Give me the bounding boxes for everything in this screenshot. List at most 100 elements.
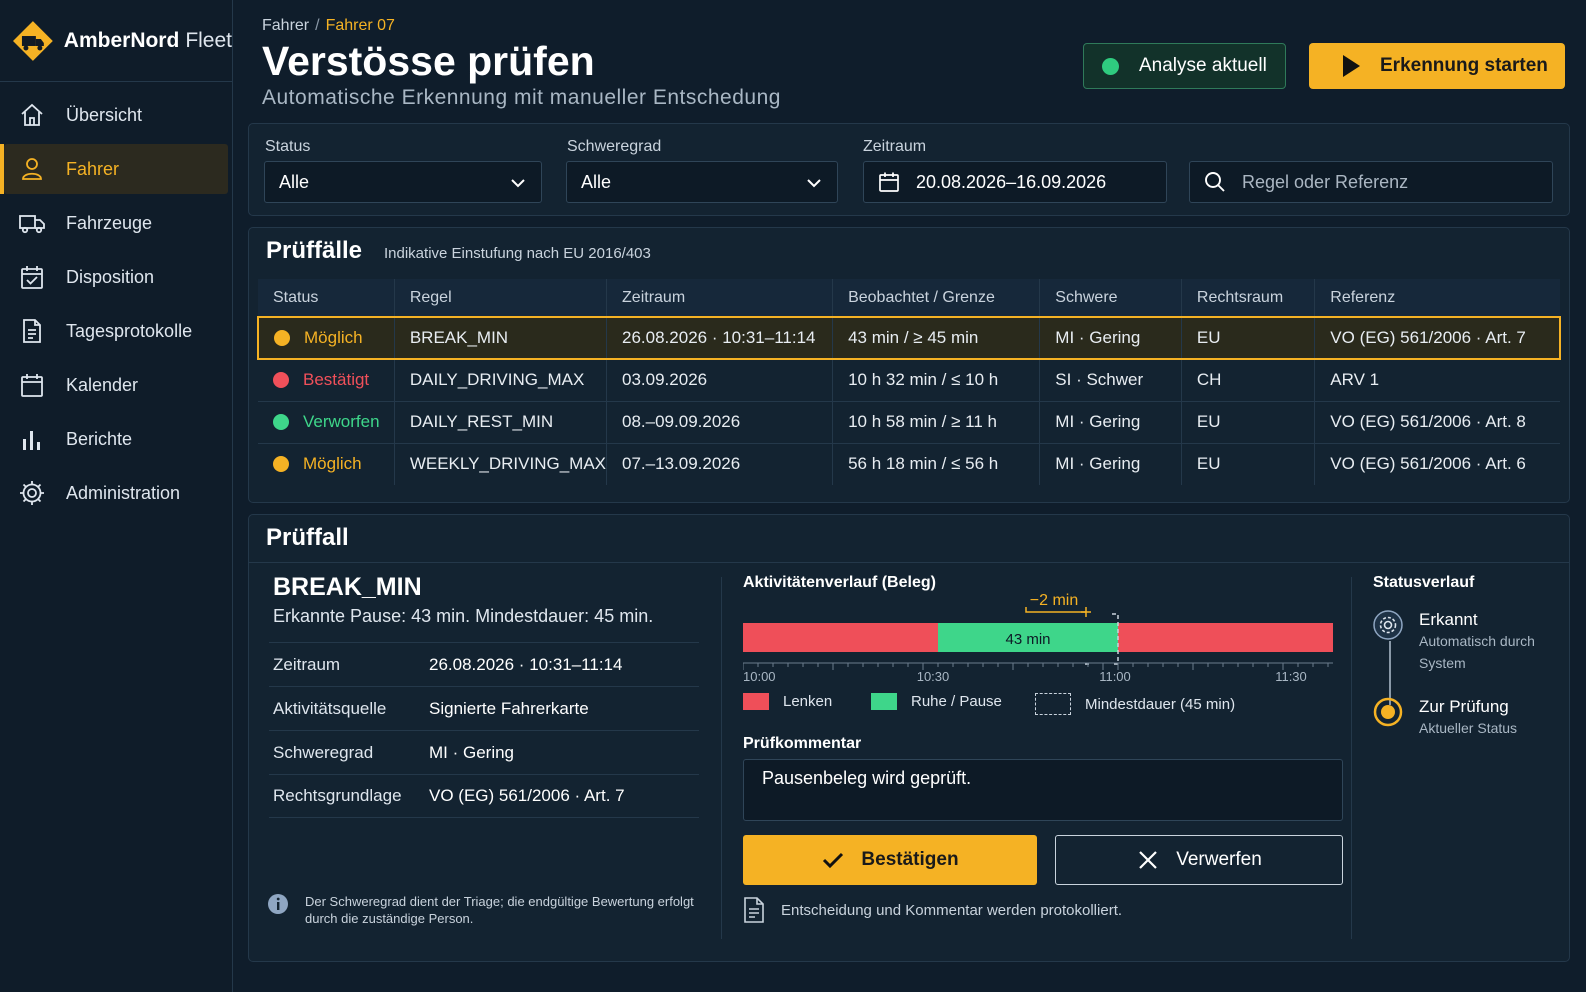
- legend-swatch: [743, 693, 769, 710]
- status-label: Verworfen: [303, 412, 380, 431]
- observed-cell: 10 h 58 min / ≥ 11 h: [832, 400, 1041, 443]
- reject-button[interactable]: Verwerfen: [1055, 835, 1343, 885]
- table-row[interactable]: Möglich BREAK_MIN 26.08.2026 · 10:31–11:14…: [256, 316, 1562, 360]
- column-header[interactable]: Referenz: [1314, 279, 1560, 317]
- filter-panel: Status Alle Schweregrad Alle Zeitraum 20…: [248, 123, 1570, 216]
- page-subtitle: Automatische Erkennung mit manueller Ent…: [262, 86, 781, 109]
- rule-cell: DAILY_DRIVING_MAX: [394, 358, 608, 401]
- column-header[interactable]: Schwere: [1039, 279, 1182, 317]
- bar-chart-icon: [23, 431, 40, 450]
- period-filter-input[interactable]: 20.08.2026–16.09.2026: [863, 161, 1167, 203]
- column-header[interactable]: Zeitraum: [606, 279, 834, 317]
- analysis-status-button[interactable]: Analyse aktuell: [1083, 43, 1286, 89]
- chevron-down-icon: [511, 179, 525, 188]
- breadcrumb-item[interactable]: Fahrer: [262, 17, 310, 34]
- jurisdiction-cell: EU: [1181, 400, 1316, 443]
- sidebar-item-fahrer[interactable]: Fahrer: [0, 144, 228, 194]
- truck-icon: [19, 215, 45, 234]
- severity-filter-label: Schweregrad: [567, 138, 662, 155]
- axis-ticks: [743, 663, 1329, 670]
- status-label: Bestätigt: [303, 370, 370, 390]
- calendar-icon: [879, 172, 899, 192]
- field-key: Aktivitätsquelle: [273, 698, 387, 718]
- play-icon: [1343, 55, 1360, 77]
- comment-label: Prüfkommentar: [743, 735, 862, 752]
- status-step-title: Zur Prüfung: [1419, 697, 1509, 716]
- sidebar-item-fahrzeuge[interactable]: Fahrzeuge: [4, 198, 228, 248]
- status-cell: Verworfen: [258, 400, 395, 443]
- column-header[interactable]: Status: [258, 279, 395, 317]
- sidebar-item-berichte[interactable]: Berichte: [4, 414, 228, 464]
- confirm-label: Bestätigen: [861, 849, 959, 870]
- driving-segment: [743, 623, 938, 652]
- column-header[interactable]: Beobachtet / Grenze: [832, 279, 1041, 317]
- sidebar-nav: Übersicht Fahrer Fahrzeuge Disposition T…: [0, 82, 232, 518]
- field-key: Zeitraum: [273, 654, 341, 674]
- severity-cell: MI · Gering: [1039, 400, 1182, 443]
- start-detection-button[interactable]: Erkennung starten: [1309, 43, 1565, 89]
- brand-name: AmberNord: [63, 28, 180, 52]
- sidebar-item-kalender[interactable]: Kalender: [4, 360, 228, 410]
- jurisdiction-cell: EU: [1181, 316, 1316, 360]
- table-row[interactable]: Verworfen DAILY_REST_MIN 08.–09.09.2026 10 …: [258, 400, 1560, 443]
- breadcrumb: Fahrer / Fahrer 07: [262, 17, 395, 35]
- field-key: Rechtsgrundlage: [273, 786, 402, 805]
- sidebar-item-administration[interactable]: Administration: [4, 468, 228, 518]
- cases-note: Indikative Einstufung nach EU 2016/403: [384, 245, 651, 262]
- status-filter-select[interactable]: Alle: [264, 161, 542, 203]
- rule-description: Erkannte Pause: 43 min. Mindestdauer: 45…: [273, 606, 654, 626]
- current-status-icon: [1373, 697, 1403, 727]
- column-header[interactable]: Rechtsraum: [1181, 279, 1316, 317]
- severity-filter-value: Alle: [581, 171, 612, 192]
- observed-cell: 43 min / ≥ 45 min: [832, 316, 1041, 360]
- sidebar-item-tagesprotokolle[interactable]: Tagesprotokolle: [4, 306, 228, 356]
- sidebar-item-uebersicht[interactable]: Übersicht: [4, 90, 228, 140]
- severity-cell: MI · Gering: [1039, 316, 1182, 360]
- status-badge: Möglich: [273, 454, 394, 474]
- page-title: Verstösse prüfen: [262, 38, 595, 84]
- table-row[interactable]: Möglich WEEKLY_DRIVING_MAX 07.–13.09.2026 5…: [258, 442, 1560, 485]
- observed-cell: 10 h 32 min / ≤ 10 h: [832, 358, 1041, 401]
- detail-field-row: Schweregrad MI · Gering: [269, 730, 699, 774]
- sidebar-item-label: Berichte: [66, 428, 133, 449]
- observed-cell: 56 h 18 min / ≤ 56 h: [832, 442, 1041, 485]
- status-label: Möglich: [304, 328, 363, 347]
- detail-panel: Prüffall BREAK_MIN Erkannte Pause: 43 mi…: [248, 514, 1570, 962]
- breadcrumb-separator: /: [315, 17, 320, 34]
- status-step-subtitle: Automatisch durch System: [1419, 633, 1535, 671]
- tick-label: 10:00: [743, 669, 776, 683]
- period-filter-label: Zeitraum: [863, 138, 927, 155]
- legend-minimum: Mindestdauer (45 min): [1035, 693, 1235, 715]
- brand-suffix: Fleet: [185, 28, 232, 52]
- document-icon: [23, 319, 41, 343]
- reject-label: Verwerfen: [1176, 849, 1262, 870]
- tick-label: 11:00: [1099, 669, 1131, 683]
- severity-cell: MI · Gering: [1039, 442, 1182, 485]
- info-text: Der Schweregrad dient der Triage; die en…: [305, 894, 694, 926]
- legend-label: Lenken: [783, 693, 833, 710]
- status-dot-icon: [273, 372, 289, 389]
- divider: [1351, 577, 1352, 939]
- sidebar-item-label: Fahrer: [66, 158, 120, 179]
- column-header[interactable]: Regel: [394, 279, 608, 317]
- rule-name: BREAK_MIN: [273, 573, 422, 601]
- deficit-marker-icon: [1081, 607, 1091, 617]
- gear-icon: [20, 481, 44, 505]
- status-badge: Möglich: [274, 328, 394, 348]
- period-cell: 03.09.2026: [606, 358, 834, 401]
- check-icon: [823, 852, 844, 869]
- confirm-button[interactable]: Bestätigen: [743, 835, 1037, 885]
- sidebar-item-disposition[interactable]: Disposition: [4, 252, 228, 302]
- severity-filter-select[interactable]: Alle: [566, 161, 838, 203]
- cases-panel: Prüffälle Indikative Einstufung nach EU …: [248, 227, 1570, 503]
- search-input[interactable]: [1242, 171, 1532, 193]
- chevron-down-icon: [807, 179, 821, 188]
- sidebar-item-label: Disposition: [66, 266, 155, 287]
- home-icon: [21, 103, 43, 126]
- user-icon: [22, 158, 42, 180]
- field-value: 26.08.2026 · 10:31–11:14: [429, 654, 623, 674]
- brand[interactable]: AmberNord Fleet: [0, 0, 232, 82]
- search-field[interactable]: [1189, 161, 1553, 203]
- table-row[interactable]: Bestätigt DAILY_DRIVING_MAX 03.09.2026 10 h…: [258, 358, 1560, 401]
- comment-textarea[interactable]: Pausenbeleg wird geprüft.: [743, 759, 1343, 821]
